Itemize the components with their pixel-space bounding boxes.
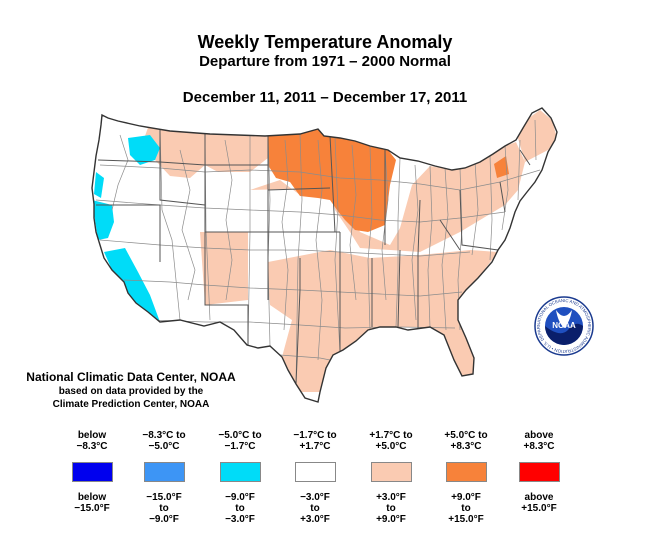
credit-line-3: Climate Prediction Center, NOAA bbox=[52, 399, 210, 410]
noaa-logo-text: NOAA bbox=[552, 321, 576, 330]
legend-fahrenheit-line2: −15.0°F bbox=[74, 503, 110, 514]
legend-swatch bbox=[445, 462, 487, 482]
legend-fahrenheit-line1: −3.0°F bbox=[300, 492, 330, 503]
legend-item: below −8.3°C below −15.0°F bbox=[47, 430, 137, 514]
legend-fahrenheit-line1: −15.0°F bbox=[146, 492, 182, 503]
legend-celsius-line1: below bbox=[77, 430, 107, 441]
legend-item: −5.0°C to −1.7°C −9.0°F to −3.0°F bbox=[195, 430, 285, 525]
legend-celsius-line2: +8.3°C bbox=[523, 441, 555, 452]
legend-celsius-line2: −1.7°C bbox=[224, 441, 256, 452]
legend-celsius-line1: +5.0°C to bbox=[444, 430, 488, 441]
legend-celsius-line2: +1.7°C bbox=[299, 441, 331, 452]
legend-item: +5.0°C to +8.3°C +9.0°F to +15.0°F bbox=[421, 430, 511, 525]
state-boundaries bbox=[96, 126, 531, 385]
legend-fahrenheit-line1: −9.0°F bbox=[225, 492, 255, 503]
credit-line-2: based on data provided by the bbox=[58, 386, 204, 397]
map-title: Weekly Temperature Anomaly bbox=[197, 32, 453, 52]
legend-swatch bbox=[71, 462, 113, 482]
legend-fahrenheit-line2: to bbox=[310, 503, 320, 514]
legend-fahrenheit-line3: +3.0°F bbox=[300, 514, 330, 525]
legend-fahrenheit-line1: above bbox=[524, 492, 554, 503]
legend-item: +1.7°C to +5.0°C +3.0°F to +9.0°F bbox=[346, 430, 436, 525]
legend-fahrenheit-line2: to bbox=[386, 503, 396, 514]
legend-fahrenheit-line3: +9.0°F bbox=[376, 514, 406, 525]
legend-celsius-line2: +8.3°C bbox=[450, 441, 482, 452]
legend-celsius-line1: −1.7°C to bbox=[293, 430, 337, 441]
cold-moderate-regions bbox=[92, 135, 160, 322]
legend-fahrenheit-line1: +9.0°F bbox=[451, 492, 481, 503]
legend-item: −1.7°C to +1.7°C −3.0°F to +3.0°F bbox=[270, 430, 360, 525]
credit-line-1: National Climatic Data Center, NOAA bbox=[26, 370, 236, 384]
legend-fahrenheit-line3: −9.0°F bbox=[149, 514, 179, 525]
legend-fahrenheit-line2: to bbox=[159, 503, 169, 514]
map-subtitle: Departure from 1971 – 2000 Normal bbox=[199, 53, 451, 70]
legend-fahrenheit-line2: to bbox=[461, 503, 471, 514]
legend-fahrenheit-line1: +3.0°F bbox=[376, 492, 406, 503]
legend-fahrenheit-line2: +15.0°F bbox=[521, 503, 557, 514]
legend-item: −8.3°C to −5.0°C −15.0°F to −9.0°F bbox=[119, 430, 209, 525]
legend-swatch bbox=[370, 462, 412, 482]
date-range: December 11, 2011 – December 17, 2011 bbox=[182, 89, 468, 106]
legend-celsius-line1: −8.3°C to bbox=[142, 430, 186, 441]
legend-item: above +8.3°C above +15.0°F bbox=[494, 430, 584, 514]
legend-celsius-line2: −8.3°C bbox=[76, 441, 108, 452]
legend-celsius-line1: above bbox=[524, 430, 554, 441]
legend-fahrenheit-line3: −3.0°F bbox=[225, 514, 255, 525]
legend-fahrenheit-line2: to bbox=[235, 503, 245, 514]
legend-fahrenheit-line3: +15.0°F bbox=[448, 514, 484, 525]
legend-swatch bbox=[219, 462, 261, 482]
legend-celsius-line1: −5.0°C to bbox=[218, 430, 262, 441]
legend-swatch bbox=[143, 462, 185, 482]
legend-celsius-line2: +5.0°C bbox=[375, 441, 407, 452]
legend-celsius-line1: +1.7°C to bbox=[369, 430, 413, 441]
legend-swatch bbox=[294, 462, 336, 482]
legend-celsius-line2: −5.0°C bbox=[148, 441, 180, 452]
legend-fahrenheit-line1: below bbox=[77, 492, 107, 503]
legend-swatch bbox=[518, 462, 560, 482]
division-boundaries bbox=[95, 119, 541, 385]
